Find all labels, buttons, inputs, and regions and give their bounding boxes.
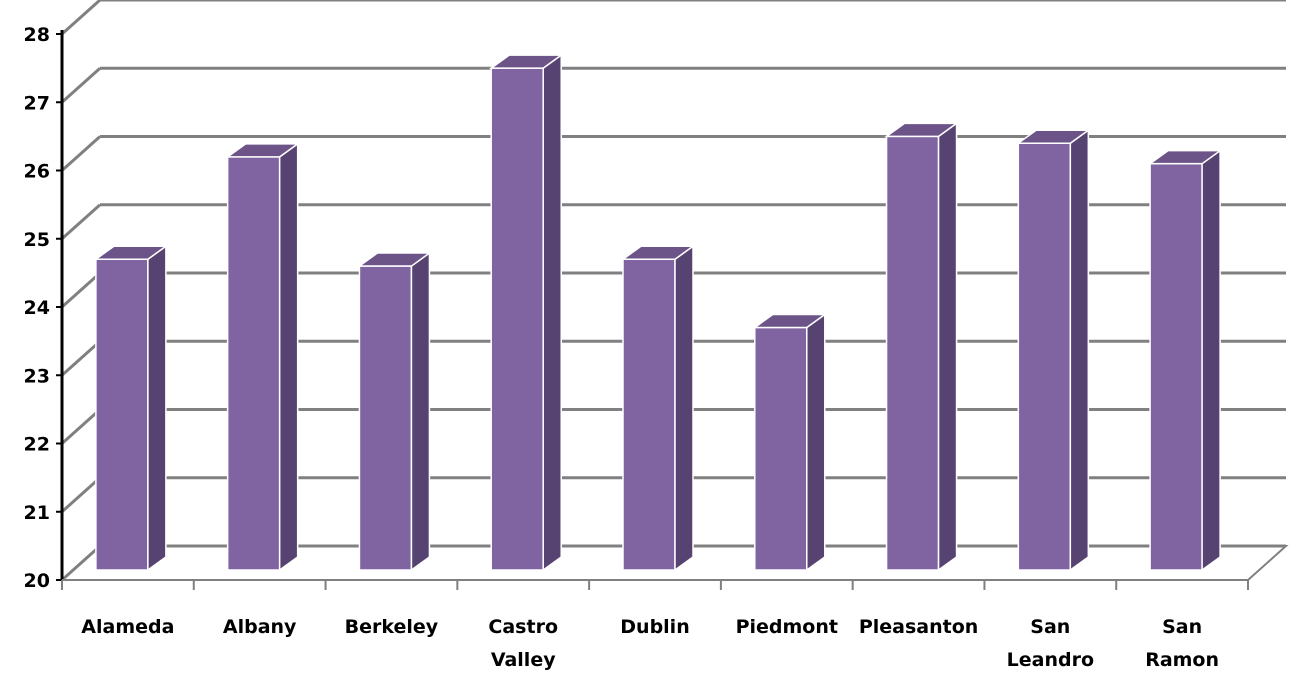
axes [56, 30, 1249, 590]
bar-top [488, 54, 564, 69]
x-category-label-line: San [1030, 616, 1070, 638]
x-category-label: San Ramon [1145, 616, 1219, 671]
y-tick-label: 20 [24, 570, 50, 592]
bar-top [1016, 129, 1091, 144]
bar-front [95, 258, 149, 571]
x-category-label-line: Piedmont [736, 616, 838, 638]
x-category-label-line: San [1162, 616, 1202, 638]
gridline-side [60, 340, 102, 377]
bar-side [542, 53, 562, 572]
gridline-side [60, 0, 102, 36]
bar-front [754, 326, 808, 571]
y-tick-label: 27 [24, 92, 50, 114]
bar-side [674, 244, 694, 572]
x-category-label: Piedmont [736, 616, 838, 638]
bar-side [1201, 149, 1221, 572]
y-tick-label: 28 [24, 24, 50, 46]
x-category-label-line: Pleasanton [859, 616, 978, 638]
gridline-side [60, 476, 102, 513]
y-tick-label: 25 [24, 229, 50, 251]
x-category-label-line: Leandro [1007, 649, 1094, 671]
x-category-label: Albany [223, 616, 297, 638]
y-tick-label: 22 [24, 434, 50, 456]
x-category-label-line: Ramon [1145, 649, 1219, 671]
bar [93, 244, 169, 572]
bar [620, 244, 696, 572]
bar-front [358, 265, 413, 571]
x-category-label-line: Valley [491, 649, 556, 671]
bar-top [93, 245, 169, 260]
bar-front [885, 135, 940, 571]
x-category-labels: Alameda Albany Berkeley Castro Valley Dublin P… [81, 616, 1219, 671]
x-category-label: Alameda [81, 616, 174, 638]
bar-side [806, 313, 826, 572]
bar-front [622, 258, 676, 571]
x-category-label-line: Castro [488, 616, 558, 638]
bar [357, 251, 432, 572]
bar [225, 142, 300, 572]
x-category-label: Castro Valley [488, 616, 558, 671]
bar-front [1149, 162, 1203, 571]
x-category-label-line: Berkeley [345, 616, 439, 638]
gridline-side [60, 135, 102, 172]
y-tick-label: 21 [24, 502, 50, 524]
gridline-side [60, 544, 102, 582]
bar-front [1017, 142, 1072, 571]
gridline-side [60, 203, 102, 240]
bar [1147, 149, 1223, 572]
x-category-label: Berkeley [345, 616, 439, 638]
bar-top [1147, 149, 1223, 165]
bar-top [225, 143, 300, 158]
bar-top [884, 122, 959, 138]
y-tick-label: 23 [24, 365, 50, 387]
x-category-label: Dublin [620, 616, 689, 638]
bar [752, 313, 828, 572]
bar [1016, 128, 1091, 572]
bar-top [357, 252, 432, 267]
bar-side [147, 244, 167, 572]
bar-top [620, 245, 696, 260]
bars [93, 53, 1223, 572]
x-category-label-line: Alameda [81, 616, 174, 638]
bar [884, 121, 959, 572]
bar-side [1069, 128, 1090, 572]
x-category-label: San Leandro [1007, 616, 1094, 671]
x-category-label-line: Dublin [620, 616, 689, 638]
y-tick-labels: 20 21 22 23 24 25 26 27 28 [24, 24, 50, 592]
y-tick-label: 24 [24, 297, 50, 319]
gridline-side [60, 67, 102, 104]
bar-front [226, 156, 281, 571]
bar-side [278, 142, 299, 572]
gridline-side [60, 271, 102, 309]
x-category-label: Pleasanton [859, 616, 978, 638]
x-category-label-line: Albany [223, 616, 297, 638]
bar-top [752, 313, 828, 329]
bar-side [410, 251, 431, 572]
bar [488, 53, 564, 572]
bar-front [490, 67, 544, 571]
gridline-side [60, 408, 102, 445]
bar-side [937, 121, 958, 572]
y-tick-label: 26 [24, 161, 50, 183]
